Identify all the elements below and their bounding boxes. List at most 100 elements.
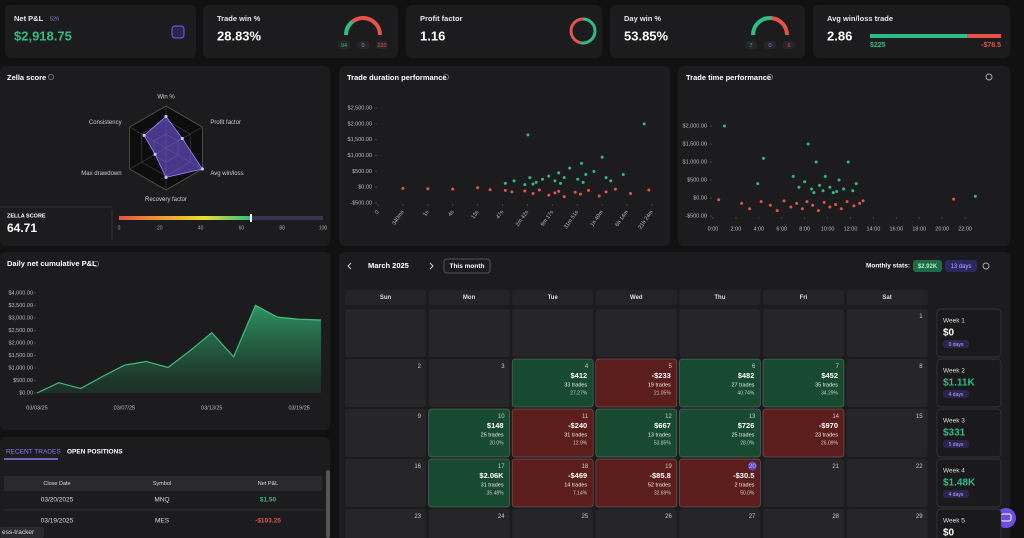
day-cell[interactable] bbox=[762, 408, 845, 458]
day-cell[interactable] bbox=[428, 408, 510, 458]
day-pnl: $2.06K bbox=[479, 471, 504, 480]
day-cell[interactable] bbox=[679, 408, 761, 458]
day-cell[interactable] bbox=[763, 509, 844, 538]
gauge-loss-arc bbox=[351, 16, 382, 36]
x-tick-label: 03/19/25 bbox=[288, 405, 309, 411]
day-number: 19 bbox=[665, 464, 672, 470]
day-win-rate: 7.14% bbox=[573, 490, 588, 496]
tab[interactable]: RECENT TRADES bbox=[6, 449, 61, 456]
day-trades: 52 trades bbox=[648, 482, 671, 488]
scatter-point bbox=[503, 188, 507, 192]
day-cell[interactable] bbox=[679, 509, 761, 538]
stat-chip bbox=[945, 260, 977, 272]
day-cell[interactable] bbox=[345, 409, 426, 457]
scrollbar[interactable] bbox=[326, 470, 330, 538]
day-cell[interactable] bbox=[846, 309, 928, 357]
day-cell[interactable] bbox=[762, 358, 845, 408]
settings-icon[interactable] bbox=[982, 262, 990, 270]
day-cell[interactable] bbox=[345, 359, 426, 407]
day-cell[interactable] bbox=[345, 459, 426, 507]
tab[interactable]: OPEN POSITIONS bbox=[67, 449, 123, 456]
week-card bbox=[936, 508, 1002, 538]
day-win-rate: 32.69% bbox=[654, 490, 672, 496]
stat-label: Avg win/loss trade bbox=[827, 14, 893, 23]
day-cell[interactable] bbox=[595, 509, 677, 538]
y-tick-label: $2,500.00 bbox=[348, 105, 372, 111]
week-days-chip bbox=[943, 490, 969, 498]
day-cell[interactable] bbox=[345, 309, 426, 357]
day-win-rate: 26.09% bbox=[821, 440, 839, 446]
week-days: 0 days bbox=[949, 342, 964, 348]
radar-label: Consistency bbox=[89, 120, 122, 126]
day-cell[interactable] bbox=[428, 509, 510, 538]
count-chip-label: 232 bbox=[377, 43, 386, 49]
day-cell[interactable] bbox=[679, 358, 761, 408]
day-win-rate: 53.85% bbox=[654, 440, 672, 446]
day-cell[interactable] bbox=[595, 309, 677, 357]
scatter-point bbox=[592, 169, 596, 173]
day-cell[interactable] bbox=[428, 458, 510, 508]
day-win-rate: 40.74% bbox=[737, 390, 755, 396]
day-cell[interactable] bbox=[428, 359, 510, 407]
weekday-label: Thu bbox=[714, 295, 725, 301]
day-trades: 31 trades bbox=[564, 432, 587, 438]
scatter-point bbox=[559, 181, 563, 185]
day-cell[interactable] bbox=[846, 409, 928, 457]
scatter-point bbox=[759, 200, 763, 204]
day-cell[interactable] bbox=[846, 459, 928, 507]
scatter-point bbox=[604, 176, 608, 180]
day-cell[interactable] bbox=[345, 509, 426, 538]
scatter-point bbox=[526, 133, 530, 137]
scatter-point bbox=[573, 190, 577, 194]
score-marker bbox=[250, 214, 253, 222]
radar-label: Win % bbox=[157, 94, 175, 100]
day-win-rate: 35.48% bbox=[487, 490, 505, 496]
score-value: 64.71 bbox=[7, 221, 37, 235]
day-number: 29 bbox=[916, 514, 923, 520]
week-days: 4 days bbox=[949, 392, 964, 398]
settings-icon[interactable] bbox=[985, 73, 993, 81]
info-icon[interactable] bbox=[93, 261, 99, 267]
this-month-button[interactable] bbox=[443, 258, 491, 274]
scatter-point bbox=[852, 204, 856, 208]
next-month[interactable] bbox=[429, 262, 434, 270]
day-cell[interactable] bbox=[595, 408, 678, 458]
scatter-point bbox=[831, 191, 835, 195]
this-month-label[interactable]: This month bbox=[449, 263, 484, 270]
info-icon[interactable] bbox=[48, 74, 54, 80]
info-icon[interactable] bbox=[443, 74, 449, 80]
scatter-point bbox=[822, 200, 826, 204]
gauge-win-arc bbox=[344, 20, 354, 36]
day-cell[interactable] bbox=[511, 458, 594, 508]
scatter-point bbox=[531, 192, 535, 195]
stat-label: Profit factor bbox=[420, 14, 463, 23]
day-cell[interactable] bbox=[512, 509, 594, 538]
day-cell[interactable] bbox=[512, 309, 594, 357]
day-cell[interactable] bbox=[511, 358, 594, 408]
day-number: 4 bbox=[585, 364, 589, 370]
scatter-point bbox=[642, 122, 646, 126]
day-cell[interactable] bbox=[679, 309, 761, 357]
day-cell[interactable] bbox=[511, 408, 594, 458]
card-title: Zella score bbox=[7, 73, 46, 82]
prev-month[interactable] bbox=[347, 262, 352, 270]
radar-label: Max drawdown bbox=[81, 171, 121, 177]
day-cell[interactable] bbox=[763, 459, 844, 507]
week-label: Week 4 bbox=[943, 468, 965, 475]
scatter-point bbox=[846, 160, 850, 164]
day-cell[interactable] bbox=[428, 309, 510, 357]
day-cell[interactable] bbox=[595, 458, 678, 508]
day-cell[interactable] bbox=[595, 358, 678, 408]
day-cell[interactable] bbox=[679, 458, 761, 508]
day-cell[interactable] bbox=[846, 359, 928, 407]
scatter-point bbox=[562, 176, 566, 180]
day-trades: 25 trades bbox=[481, 432, 504, 438]
icon[interactable] bbox=[171, 25, 185, 39]
stats-value: $2.92K bbox=[918, 264, 938, 270]
count-chip bbox=[357, 41, 369, 49]
scatter-point bbox=[821, 189, 825, 193]
day-cell[interactable] bbox=[763, 309, 844, 357]
weekday-label: Sun bbox=[380, 295, 392, 301]
info-icon[interactable] bbox=[767, 74, 773, 80]
day-cell[interactable] bbox=[846, 509, 928, 538]
